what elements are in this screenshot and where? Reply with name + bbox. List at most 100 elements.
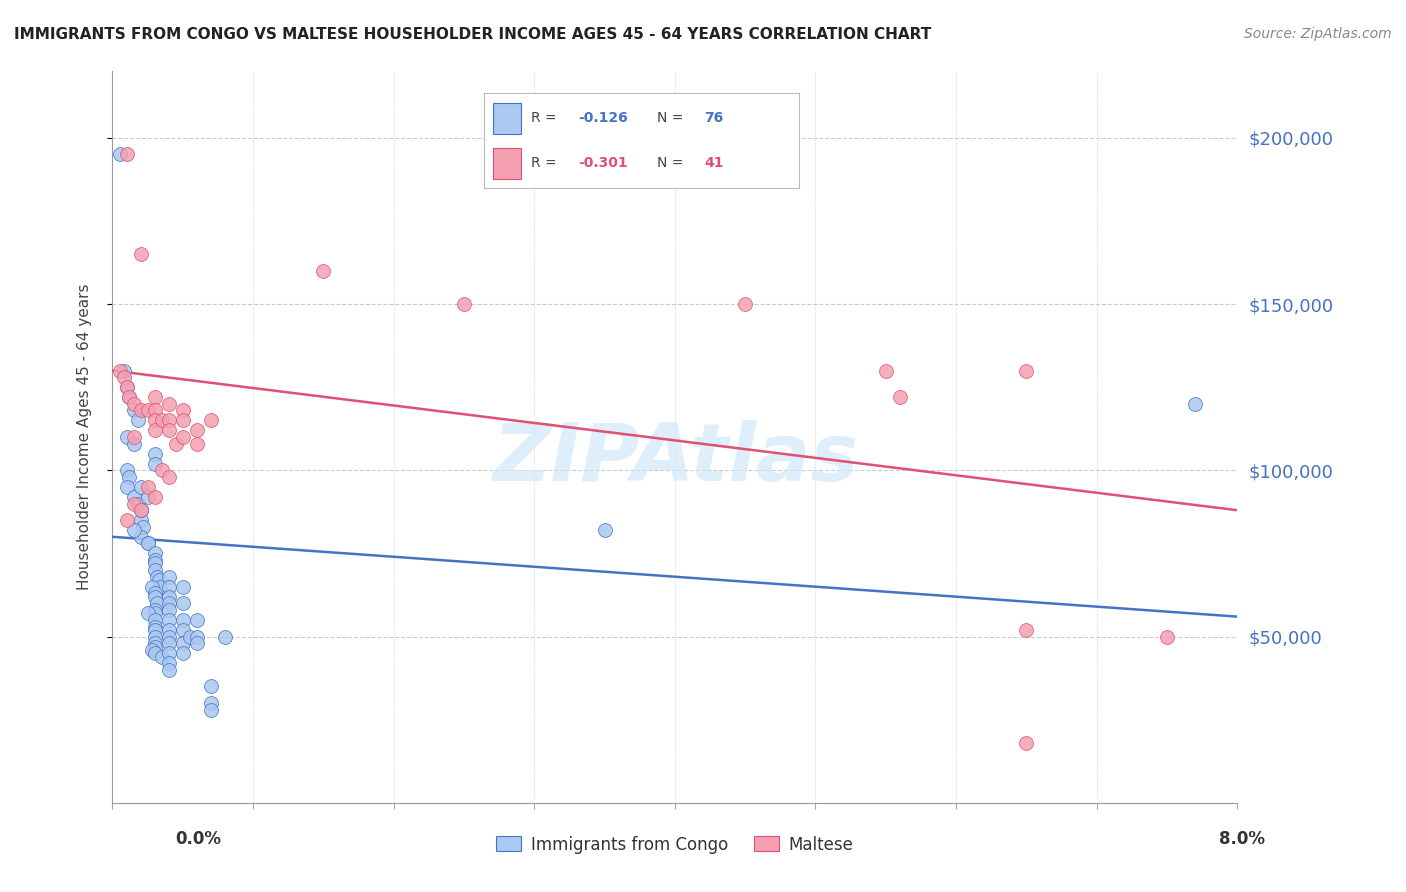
Point bbox=[1184, 397, 1206, 411]
Point bbox=[172, 403, 194, 417]
Point bbox=[115, 513, 138, 527]
Point bbox=[186, 613, 208, 627]
Point bbox=[1015, 363, 1038, 377]
Point bbox=[122, 436, 145, 450]
Point bbox=[115, 380, 138, 394]
Point bbox=[129, 503, 152, 517]
Point bbox=[186, 424, 208, 438]
Point bbox=[129, 480, 152, 494]
Point bbox=[186, 636, 208, 650]
Point bbox=[143, 413, 166, 427]
Point bbox=[143, 390, 166, 404]
Point bbox=[132, 520, 155, 534]
Text: Source: ZipAtlas.com: Source: ZipAtlas.com bbox=[1244, 27, 1392, 41]
Point bbox=[118, 390, 141, 404]
Point bbox=[143, 403, 166, 417]
Point bbox=[115, 463, 138, 477]
Point bbox=[143, 607, 166, 621]
Point bbox=[157, 413, 180, 427]
Point bbox=[143, 457, 166, 471]
Point bbox=[108, 363, 131, 377]
Text: 0.0%: 0.0% bbox=[176, 830, 222, 847]
Point bbox=[150, 649, 173, 664]
Point bbox=[172, 596, 194, 610]
Point bbox=[157, 590, 180, 604]
Point bbox=[150, 463, 173, 477]
Point bbox=[875, 363, 897, 377]
Text: ZIPAtlas: ZIPAtlas bbox=[492, 420, 858, 498]
Point bbox=[200, 680, 222, 694]
Point bbox=[143, 557, 166, 571]
Point bbox=[115, 430, 138, 444]
Point bbox=[143, 603, 166, 617]
Point bbox=[141, 643, 163, 657]
Point bbox=[453, 297, 475, 311]
Point bbox=[157, 397, 180, 411]
Point bbox=[129, 503, 152, 517]
Point bbox=[1015, 736, 1038, 750]
Point bbox=[141, 580, 163, 594]
Point bbox=[115, 147, 138, 161]
Point bbox=[157, 646, 180, 660]
Point bbox=[186, 630, 208, 644]
Point bbox=[172, 636, 194, 650]
Point bbox=[157, 636, 180, 650]
Point bbox=[165, 436, 187, 450]
Point bbox=[186, 436, 208, 450]
Point bbox=[112, 370, 135, 384]
Point bbox=[172, 580, 194, 594]
Point bbox=[129, 503, 152, 517]
Point bbox=[157, 603, 180, 617]
Point bbox=[129, 403, 152, 417]
Point bbox=[122, 497, 145, 511]
Point bbox=[157, 623, 180, 637]
Point bbox=[179, 630, 201, 644]
Point bbox=[172, 646, 194, 660]
Point bbox=[143, 646, 166, 660]
Point bbox=[200, 696, 222, 710]
Point bbox=[115, 380, 138, 394]
Point bbox=[127, 413, 149, 427]
Point bbox=[122, 523, 145, 537]
Point bbox=[172, 623, 194, 637]
Point bbox=[143, 424, 166, 438]
Point bbox=[122, 403, 145, 417]
Point bbox=[143, 623, 166, 637]
Point bbox=[136, 403, 159, 417]
Point bbox=[136, 480, 159, 494]
Point bbox=[143, 636, 166, 650]
Point bbox=[143, 490, 166, 504]
Point bbox=[143, 613, 166, 627]
Point bbox=[112, 363, 135, 377]
Point bbox=[148, 573, 170, 587]
Point bbox=[136, 536, 159, 550]
Point bbox=[115, 480, 138, 494]
Point bbox=[136, 490, 159, 504]
Point bbox=[143, 586, 166, 600]
Point bbox=[118, 390, 141, 404]
Text: IMMIGRANTS FROM CONGO VS MALTESE HOUSEHOLDER INCOME AGES 45 - 64 YEARS CORRELATI: IMMIGRANTS FROM CONGO VS MALTESE HOUSEHO… bbox=[14, 27, 931, 42]
Point bbox=[118, 470, 141, 484]
Point bbox=[157, 470, 180, 484]
Y-axis label: Householder Income Ages 45 - 64 years: Householder Income Ages 45 - 64 years bbox=[77, 284, 91, 591]
Point bbox=[122, 430, 145, 444]
Point bbox=[146, 596, 169, 610]
Point bbox=[150, 413, 173, 427]
Point bbox=[143, 619, 166, 633]
Point bbox=[1156, 630, 1178, 644]
Point bbox=[136, 536, 159, 550]
Point bbox=[129, 513, 152, 527]
Point bbox=[200, 413, 222, 427]
Point bbox=[108, 147, 131, 161]
Point bbox=[143, 563, 166, 577]
Point bbox=[889, 390, 911, 404]
Point bbox=[200, 703, 222, 717]
Point bbox=[157, 424, 180, 438]
Point bbox=[143, 630, 166, 644]
Point bbox=[172, 413, 194, 427]
Point bbox=[157, 630, 180, 644]
Point bbox=[214, 630, 236, 644]
Point bbox=[146, 570, 169, 584]
Point bbox=[127, 497, 149, 511]
Point bbox=[734, 297, 756, 311]
